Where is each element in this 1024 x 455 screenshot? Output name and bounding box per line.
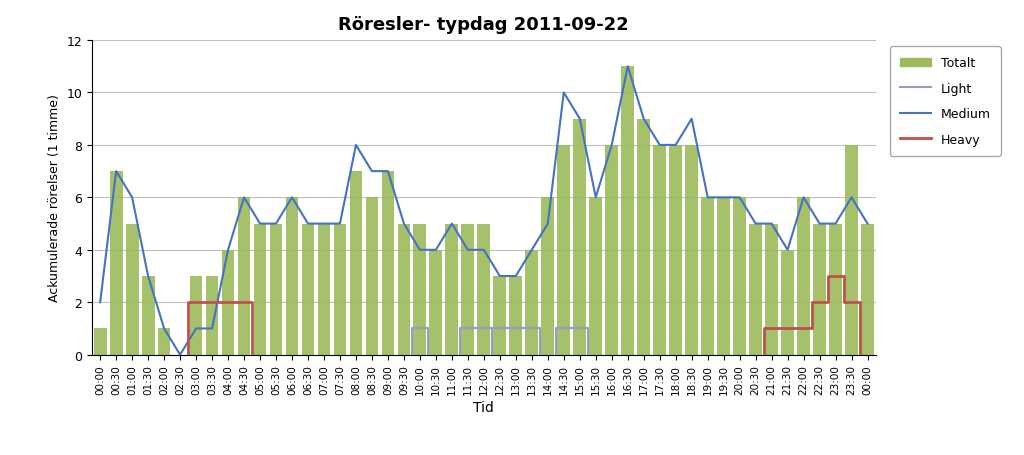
Bar: [685, 146, 698, 355]
Bar: [445, 224, 459, 355]
X-axis label: Tid: Tid: [473, 400, 495, 414]
Bar: [622, 67, 634, 355]
Bar: [494, 277, 506, 355]
Bar: [573, 119, 586, 355]
Bar: [206, 277, 218, 355]
Bar: [334, 224, 346, 355]
Bar: [286, 198, 298, 355]
Bar: [701, 198, 714, 355]
Bar: [797, 198, 810, 355]
Bar: [126, 224, 138, 355]
Bar: [349, 172, 362, 355]
Bar: [542, 198, 554, 355]
Bar: [733, 198, 746, 355]
Bar: [653, 146, 666, 355]
Bar: [845, 146, 858, 355]
Bar: [429, 250, 442, 355]
Bar: [94, 329, 106, 355]
Bar: [765, 224, 778, 355]
Bar: [382, 172, 394, 355]
Bar: [717, 198, 730, 355]
Bar: [462, 224, 474, 355]
Bar: [397, 224, 411, 355]
Bar: [189, 277, 203, 355]
Bar: [110, 172, 123, 355]
Bar: [366, 198, 378, 355]
Bar: [254, 224, 266, 355]
Bar: [269, 224, 283, 355]
Bar: [477, 224, 490, 355]
Bar: [590, 198, 602, 355]
Bar: [221, 250, 234, 355]
Bar: [781, 250, 794, 355]
Bar: [414, 224, 426, 355]
Legend: Totalt, Light, Medium, Heavy: Totalt, Light, Medium, Heavy: [890, 47, 1000, 157]
Bar: [861, 224, 873, 355]
Bar: [829, 224, 842, 355]
Bar: [750, 224, 762, 355]
Bar: [238, 198, 251, 355]
Y-axis label: Ackumulerade rörelser (1 timme): Ackumulerade rörelser (1 timme): [48, 94, 61, 302]
Bar: [509, 277, 522, 355]
Bar: [557, 146, 570, 355]
Bar: [317, 224, 331, 355]
Bar: [605, 146, 618, 355]
Bar: [670, 146, 682, 355]
Title: Röresler- typdag 2011-09-22: Röresler- typdag 2011-09-22: [339, 16, 629, 34]
Bar: [813, 224, 826, 355]
Bar: [302, 224, 314, 355]
Bar: [141, 277, 155, 355]
Bar: [637, 119, 650, 355]
Bar: [158, 329, 170, 355]
Bar: [525, 250, 539, 355]
